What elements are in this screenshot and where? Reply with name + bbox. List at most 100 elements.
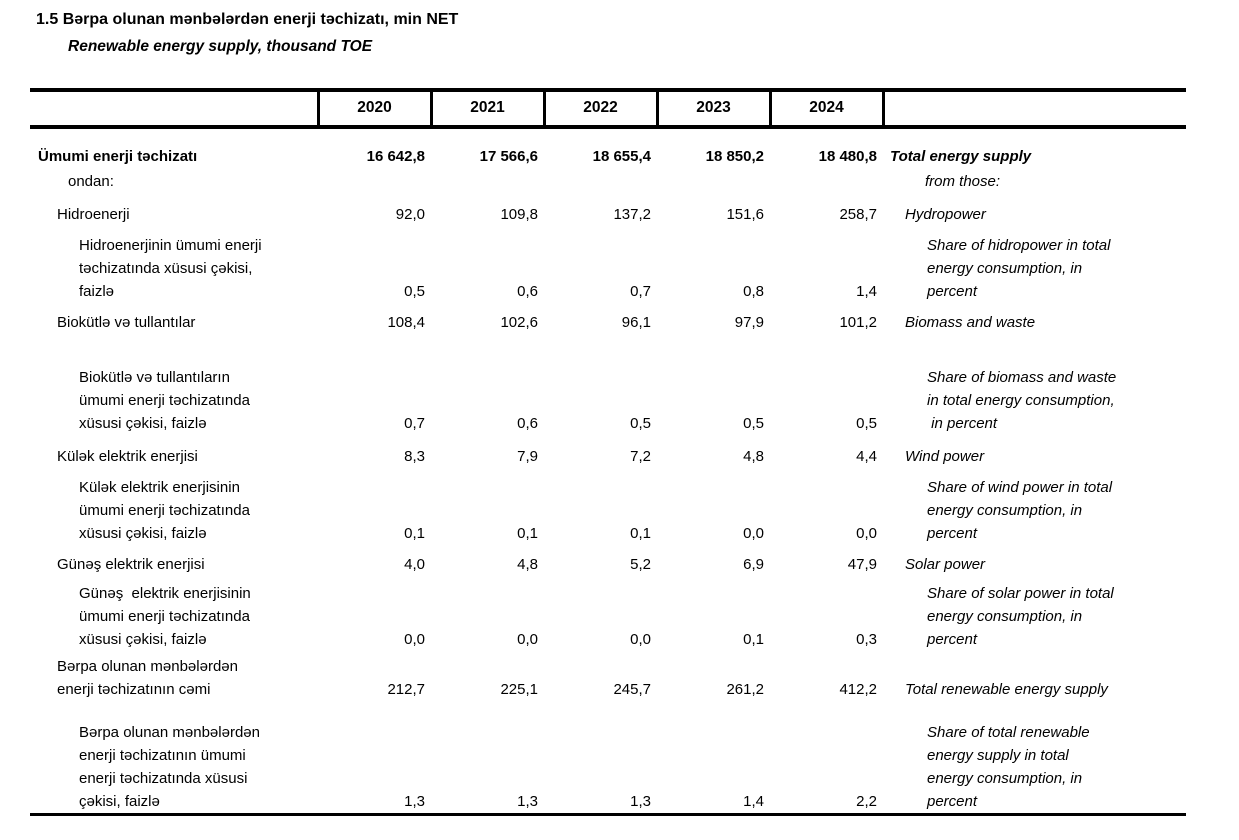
- value-2023: 0,5: [743, 415, 764, 432]
- row-label-en: from those:: [925, 173, 1001, 190]
- row-label-en: Wind power: [905, 448, 985, 465]
- value-2020: 0,5: [404, 283, 425, 300]
- table-row-total-renewable: Bərpa olunan mənbələrdən enerji təchizat…: [30, 651, 1186, 701]
- value-2020: 0,7: [404, 415, 425, 432]
- value-2024: 0,0: [856, 525, 877, 542]
- value-2022: 137,2: [613, 206, 651, 223]
- row-label-az: Günəş elektrik enerjisi: [57, 556, 205, 573]
- value-2022: 18 655,4: [592, 148, 651, 165]
- row-label-en: Hydropower: [905, 206, 986, 223]
- table-row-total-energy-supply: Ümumi enerji təchizatı 16 642,8 17 566,6…: [30, 127, 1186, 168]
- value-2024: 1,4: [856, 283, 877, 300]
- row-label-en: Solar power: [905, 556, 986, 573]
- value-2022: 0,1: [630, 525, 651, 542]
- value-2024: 0,5: [856, 415, 877, 432]
- value-2022: 0,5: [630, 415, 651, 432]
- value-2020: 8,3: [404, 448, 425, 465]
- row-label-az: Günəş elektrik enerjisinin ümumi enerji …: [79, 585, 251, 648]
- row-label-az: Ümumi enerji təchizatı: [38, 148, 198, 165]
- table-row-solar: Günəş elektrik enerjisi 4,0 4,8 5,2 6,9 …: [30, 545, 1186, 576]
- row-label-en: Total energy supply: [890, 148, 1032, 165]
- year-header-2023: 2023: [655, 88, 770, 129]
- row-label-en: Share of hidropower in total energy cons…: [927, 237, 1111, 300]
- page-title: 1.5 Bərpa olunan mənbələrdən enerji təch…: [36, 11, 459, 28]
- value-2020: [318, 168, 431, 193]
- value-2022: 245,7: [613, 681, 651, 698]
- value-2022: 0,0: [630, 631, 651, 648]
- value-2020: 1,3: [404, 793, 425, 810]
- year-header-row: 2020 2021 2022 2023 2024: [30, 88, 1186, 129]
- table-row-biomass: Biokütlə və tullantılar 108,4 102,6 96,1…: [30, 303, 1186, 334]
- value-2024: 101,2: [839, 314, 877, 331]
- document-header: 1.5 Bərpa olunan mənbələrdən enerji təch…: [36, 10, 1239, 56]
- header-label-az: [30, 88, 318, 129]
- value-2024: 0,3: [856, 631, 877, 648]
- value-2021: 7,9: [517, 448, 538, 465]
- value-2023: 0,1: [743, 631, 764, 648]
- value-2022: 5,2: [630, 556, 651, 573]
- value-2021: 102,6: [500, 314, 538, 331]
- value-2020: 0,0: [404, 631, 425, 648]
- value-2021: 0,6: [517, 415, 538, 432]
- row-label-az: Külək elektrik enerjisinin ümumi enerji …: [79, 479, 250, 542]
- value-2023: 1,4: [743, 793, 764, 810]
- value-2023: 6,9: [743, 556, 764, 573]
- value-2024: 2,2: [856, 793, 877, 810]
- value-2023: 151,6: [726, 206, 764, 223]
- value-2021: 225,1: [500, 681, 538, 698]
- value-2021: 0,6: [517, 283, 538, 300]
- table-row-solar-share: Günəş elektrik enerjisinin ümumi enerji …: [30, 576, 1186, 651]
- row-label-en: Share of total renewable energy supply i…: [927, 724, 1090, 810]
- value-2024: [770, 168, 883, 193]
- value-2021: 109,8: [500, 206, 538, 223]
- row-label-en: Share of wind power in total energy cons…: [927, 479, 1113, 542]
- row-label-az: Külək elektrik enerjisi: [57, 448, 198, 465]
- row-label-az: Biokütlə və tullantıların ümumi enerji t…: [79, 369, 250, 432]
- value-2024: 4,4: [856, 448, 877, 465]
- value-2020: 16 642,8: [366, 148, 425, 165]
- year-header-2022: 2022: [542, 88, 657, 129]
- value-2024: 412,2: [839, 681, 877, 698]
- value-2020: 92,0: [395, 206, 425, 223]
- value-2020: 108,4: [387, 314, 425, 331]
- value-2021: 0,0: [517, 631, 538, 648]
- value-2022: 1,3: [630, 793, 651, 810]
- value-2020: 212,7: [387, 681, 425, 698]
- value-2021: 0,1: [517, 525, 538, 542]
- value-2024: 47,9: [847, 556, 877, 573]
- value-2023: 261,2: [726, 681, 764, 698]
- value-2023: 97,9: [734, 314, 764, 331]
- value-2021: [431, 168, 544, 193]
- value-2023: 4,8: [743, 448, 764, 465]
- table-row-hydropower: Hidroenerji 92,0 109,8 137,2 151,6 258,7…: [30, 193, 1186, 226]
- row-label-en: Share of solar power in total energy con…: [927, 585, 1114, 648]
- row-label-az: Hidroenerji: [57, 206, 130, 223]
- value-2024: 258,7: [839, 206, 877, 223]
- value-2021: 17 566,6: [479, 148, 538, 165]
- header-label-en: [881, 88, 1186, 129]
- value-2022: 7,2: [630, 448, 651, 465]
- value-2023: 0,8: [743, 283, 764, 300]
- row-label-en: Share of biomass and waste in total ener…: [927, 369, 1117, 432]
- value-2020: 0,1: [404, 525, 425, 542]
- table-row-total-renewable-share: Bərpa olunan mənbələrdən enerji təchizat…: [30, 701, 1186, 815]
- value-2020: 4,0: [404, 556, 425, 573]
- row-label-en: Biomass and waste: [905, 314, 1036, 331]
- row-label-az: Hidroenerjinin ümumi enerji təchizatında…: [79, 237, 262, 300]
- row-label-az: Bərpa olunan mənbələrdən enerji təchizat…: [57, 658, 238, 698]
- value-2021: 4,8: [517, 556, 538, 573]
- table-row-wind: Külək elektrik enerjisi 8,3 7,9 7,2 4,8 …: [30, 435, 1186, 468]
- value-2022: [544, 168, 657, 193]
- value-2024: 18 480,8: [818, 148, 877, 165]
- table-row-wind-share: Külək elektrik enerjisinin ümumi enerji …: [30, 468, 1186, 545]
- value-2022: 96,1: [621, 314, 651, 331]
- year-header-2021: 2021: [429, 88, 544, 129]
- renewable-energy-table: 2020 2021 2022 2023 2024 Ümumi enerji tə…: [30, 88, 1186, 816]
- table-row-biomass-share: Biokütlə və tullantıların ümumi enerji t…: [30, 334, 1186, 435]
- value-2023: 0,0: [743, 525, 764, 542]
- value-2023: 18 850,2: [705, 148, 764, 165]
- page-subtitle: Renewable energy supply, thousand TOE: [68, 38, 373, 55]
- row-label-az: Bərpa olunan mənbələrdən enerji təchizat…: [79, 724, 260, 810]
- table-row-hydropower-share: Hidroenerjinin ümumi enerji təchizatında…: [30, 226, 1186, 303]
- row-label-en: Total renewable energy supply: [905, 681, 1108, 698]
